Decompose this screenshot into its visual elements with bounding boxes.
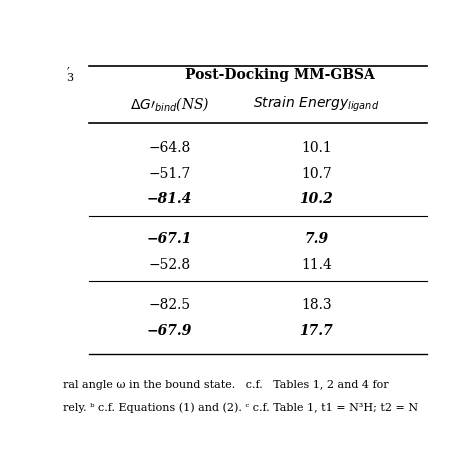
Text: 7.9: 7.9 [304,232,328,246]
Text: 3: 3 [66,73,74,83]
Text: 10.1: 10.1 [301,141,332,155]
Text: 17.7: 17.7 [300,324,333,337]
Text: Post-Docking MM-GBSA: Post-Docking MM-GBSA [185,68,374,82]
Text: 10.7: 10.7 [301,167,332,181]
Text: −67.1: −67.1 [147,232,192,246]
Text: −81.4: −81.4 [147,192,192,206]
Text: −67.9: −67.9 [147,324,192,337]
Text: 18.3: 18.3 [301,298,332,312]
Text: ral angle ω in the bound state.   c.f.   Tables 1, 2 and 4 for: ral angle ω in the bound state. c.f. Tab… [63,380,389,391]
Text: ′: ′ [66,66,70,79]
Text: 10.2: 10.2 [300,192,333,206]
Text: −82.5: −82.5 [148,298,191,312]
Text: 11.4: 11.4 [301,258,332,272]
Text: $\mathit{Strain\ Energy}_{ligand}$: $\mathit{Strain\ Energy}_{ligand}$ [253,95,380,114]
Text: −64.8: −64.8 [148,141,191,155]
Text: rely. ᵇ c.f. Equations (1) and (2). ᶜ c.f. Table 1, t1 = N³H; t2 = N: rely. ᵇ c.f. Equations (1) and (2). ᶜ c.… [63,402,418,412]
Text: −52.8: −52.8 [148,258,191,272]
Text: −51.7: −51.7 [148,167,191,181]
Text: $\Delta G\prime_{bind}$(NS): $\Delta G\prime_{bind}$(NS) [129,95,210,113]
